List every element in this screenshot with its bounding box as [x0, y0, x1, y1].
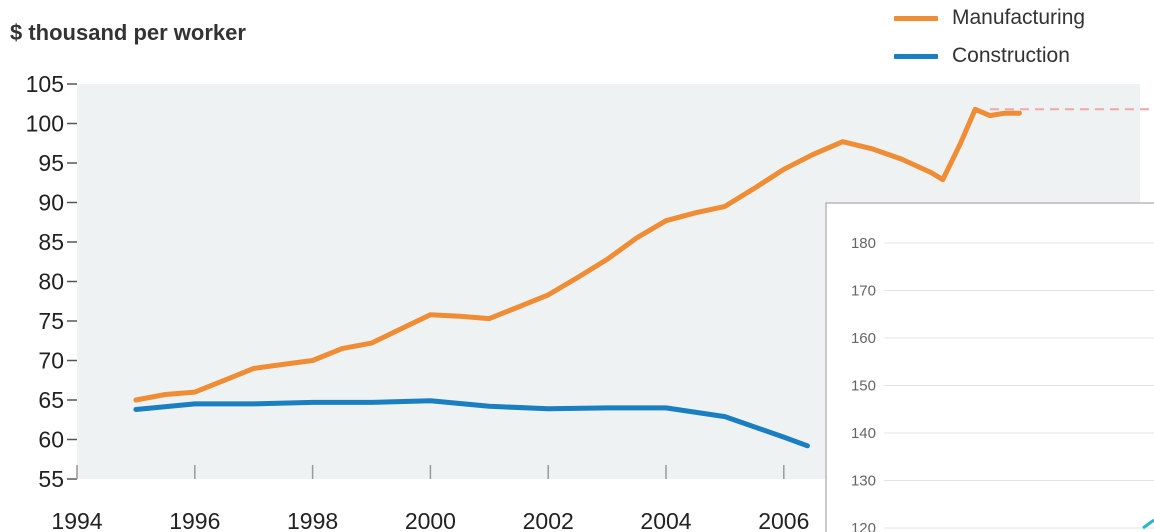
- data-point-construction: [369, 400, 374, 405]
- inset-y-tick-label: 140: [851, 425, 876, 442]
- data-point-manufacturing: [575, 275, 580, 280]
- y-tick-label: 70: [38, 348, 64, 374]
- data-point-construction: [805, 443, 810, 448]
- data-point-manufacturing: [428, 312, 433, 317]
- data-point-manufacturing: [546, 292, 551, 297]
- data-point-construction: [251, 401, 256, 406]
- y-tick-label: 60: [38, 427, 64, 453]
- legend-item-construction: Construction: [894, 44, 1070, 68]
- data-point-construction: [722, 414, 727, 419]
- inset-y-tick-label: 180: [851, 235, 876, 252]
- x-tick-label: 2000: [405, 508, 456, 532]
- y-tick-label: 85: [38, 229, 64, 255]
- data-point-construction: [428, 398, 433, 403]
- data-point-manufacturing: [870, 146, 875, 151]
- inset-y-tick-label: 150: [851, 378, 876, 395]
- data-point-manufacturing: [899, 157, 904, 162]
- data-point-manufacturing: [840, 139, 845, 144]
- data-point-construction: [605, 405, 610, 410]
- x-tick-label: 2004: [640, 508, 691, 532]
- y-tick-label: 105: [26, 71, 64, 97]
- inset-panel: [825, 202, 1154, 532]
- data-point-manufacturing: [940, 177, 945, 182]
- data-point-manufacturing: [192, 390, 197, 395]
- y-tick-label: 100: [26, 111, 64, 137]
- data-point-manufacturing: [1002, 111, 1007, 116]
- x-tick-label: 1998: [287, 508, 338, 532]
- data-point-manufacturing: [369, 341, 374, 346]
- data-point-manufacturing: [516, 304, 521, 309]
- x-tick-label: 2006: [758, 508, 809, 532]
- data-point-construction: [192, 401, 197, 406]
- data-point-manufacturing: [693, 210, 698, 215]
- x-tick-label: 1994: [51, 508, 102, 532]
- legend-label-manufacturing: Manufacturing: [952, 6, 1086, 29]
- legend-item-manufacturing: Manufacturing: [894, 6, 1085, 30]
- data-point-manufacturing: [133, 398, 138, 402]
- y-tick-label: 95: [38, 150, 64, 176]
- data-point-manufacturing: [310, 358, 315, 363]
- legend: Manufacturing Construction: [894, 0, 1154, 80]
- data-point-manufacturing: [973, 107, 978, 112]
- inset-y-tick-label: 160: [851, 330, 876, 347]
- data-point-construction: [781, 435, 786, 440]
- data-point-manufacturing: [605, 257, 610, 262]
- data-point-manufacturing: [251, 366, 256, 371]
- data-point-manufacturing: [664, 218, 668, 223]
- data-point-manufacturing: [281, 362, 286, 367]
- data-point-manufacturing: [987, 113, 992, 118]
- data-point-manufacturing: [398, 326, 403, 331]
- inset-series-fragment: [1142, 518, 1154, 530]
- data-point-construction: [546, 406, 551, 411]
- data-point-manufacturing: [811, 152, 816, 157]
- series-line-manufacturing: [133, 106, 1022, 403]
- legend-label-construction: Construction: [952, 44, 1070, 67]
- data-point-manufacturing: [222, 378, 227, 383]
- data-point-manufacturing: [722, 204, 727, 209]
- inset-y-tick-label: 120: [851, 520, 876, 532]
- data-point-manufacturing: [752, 186, 757, 191]
- legend-swatch-manufacturing: [894, 15, 938, 21]
- data-point-manufacturing: [457, 314, 462, 319]
- data-point-construction: [133, 407, 138, 412]
- y-tick-label: 75: [38, 308, 64, 334]
- inset-y-tick-label: 130: [851, 473, 876, 490]
- data-point-manufacturing: [781, 167, 786, 172]
- data-point-manufacturing: [340, 346, 345, 351]
- data-point-manufacturing: [487, 316, 492, 321]
- y-tick-label: 55: [38, 466, 64, 492]
- x-tick-label: 2002: [523, 508, 574, 532]
- legend-swatch-construction: [894, 53, 938, 59]
- x-tick-label: 1996: [169, 508, 220, 532]
- data-point-construction: [664, 405, 668, 410]
- data-point-manufacturing: [634, 236, 639, 241]
- y-axis-label: $ thousand per worker: [10, 20, 246, 45]
- data-point-construction: [310, 400, 315, 405]
- data-point-manufacturing: [1017, 111, 1022, 116]
- y-tick-label: 90: [38, 190, 64, 216]
- data-point-construction: [487, 404, 492, 409]
- y-tick-label: 80: [38, 269, 64, 295]
- inset-y-tick-label: 170: [851, 283, 876, 300]
- data-point-manufacturing: [958, 141, 963, 146]
- data-point-manufacturing: [163, 392, 168, 397]
- data-point-manufacturing: [929, 170, 934, 175]
- y-tick-label: 65: [38, 387, 64, 413]
